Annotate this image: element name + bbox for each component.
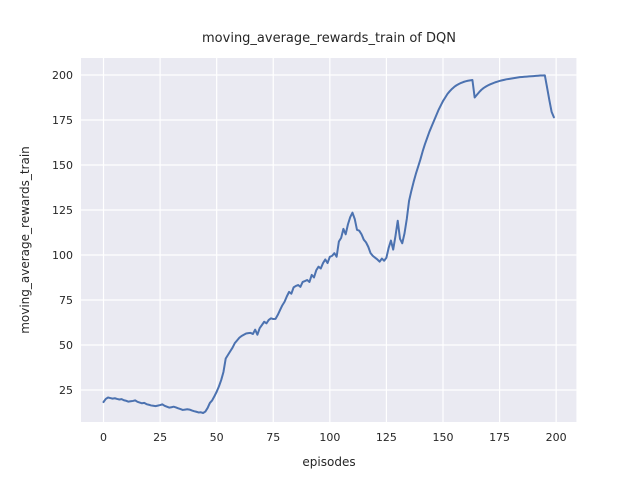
y-tick-label: 100 (52, 249, 73, 262)
x-tick-label: 100 (319, 431, 340, 444)
line-series-layer (102, 74, 555, 414)
gridlines (81, 58, 577, 422)
y-tick-label: 200 (52, 69, 73, 82)
x-tick-label: 75 (266, 431, 280, 444)
x-tick-label: 125 (376, 431, 397, 444)
x-tick-label: 25 (153, 431, 167, 444)
x-axis-label: episodes (302, 455, 356, 469)
y-tick-label: 150 (52, 159, 73, 172)
x-tick-label: 50 (210, 431, 224, 444)
y-axis-label: moving_average_rewards_train (18, 146, 32, 334)
y-tick-label: 125 (52, 204, 73, 217)
x-tick-label: 150 (432, 431, 453, 444)
y-tick-labels: 25 50 75 100 125 150 175 200 (52, 69, 73, 397)
x-tick-label: 175 (489, 431, 510, 444)
plot-area (81, 58, 577, 422)
y-tick-label: 50 (59, 339, 73, 352)
chart-title: moving_average_rewards_train of DQN (202, 31, 456, 46)
y-tick-label: 75 (59, 294, 73, 307)
x-tick-labels: 0 25 50 75 100 125 150 175 200 (100, 431, 567, 444)
x-tick-label: 200 (546, 431, 567, 444)
reward-line (102, 74, 555, 414)
y-tick-label: 25 (59, 384, 73, 397)
y-tick-label: 175 (52, 114, 73, 127)
x-tick-label: 0 (100, 431, 107, 444)
